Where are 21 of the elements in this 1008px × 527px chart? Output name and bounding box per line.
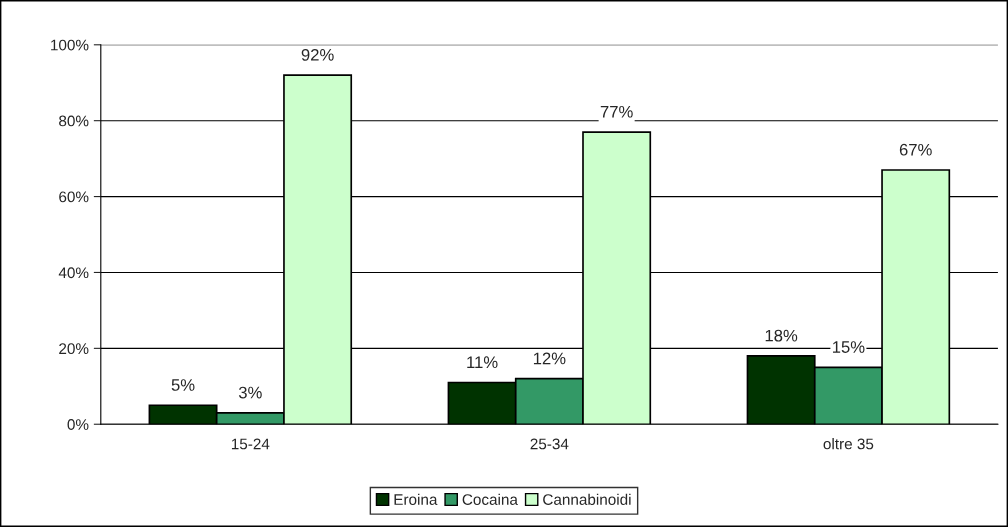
data-label: 15%: [832, 341, 865, 353]
y-tick-label: 0%: [67, 419, 89, 430]
data-label: 77%: [600, 105, 633, 118]
legend-label: Cannabinoidi: [543, 493, 631, 505]
x-tick-label: 15-24: [231, 438, 270, 450]
y-tick-label: 100%: [51, 39, 89, 51]
data-label: 18%: [765, 329, 798, 342]
x-tick-label: oltre 35: [823, 438, 874, 450]
y-tick-label: 60%: [59, 191, 89, 203]
data-label: 11%: [467, 356, 498, 369]
legend-label: Eroina: [394, 493, 438, 505]
y-tick-label: 20%: [59, 343, 89, 355]
y-tick-label: 40%: [58, 267, 89, 279]
legend-label: Cocaina: [462, 493, 518, 505]
data-label: 92%: [301, 48, 334, 61]
data-label: 5%: [171, 379, 195, 391]
data-label: 67%: [899, 143, 932, 156]
x-tick-label: 25-34: [530, 438, 569, 450]
y-tick-label: 80%: [59, 115, 89, 127]
data-label: 12%: [533, 352, 566, 365]
data-label: 3%: [238, 386, 262, 399]
